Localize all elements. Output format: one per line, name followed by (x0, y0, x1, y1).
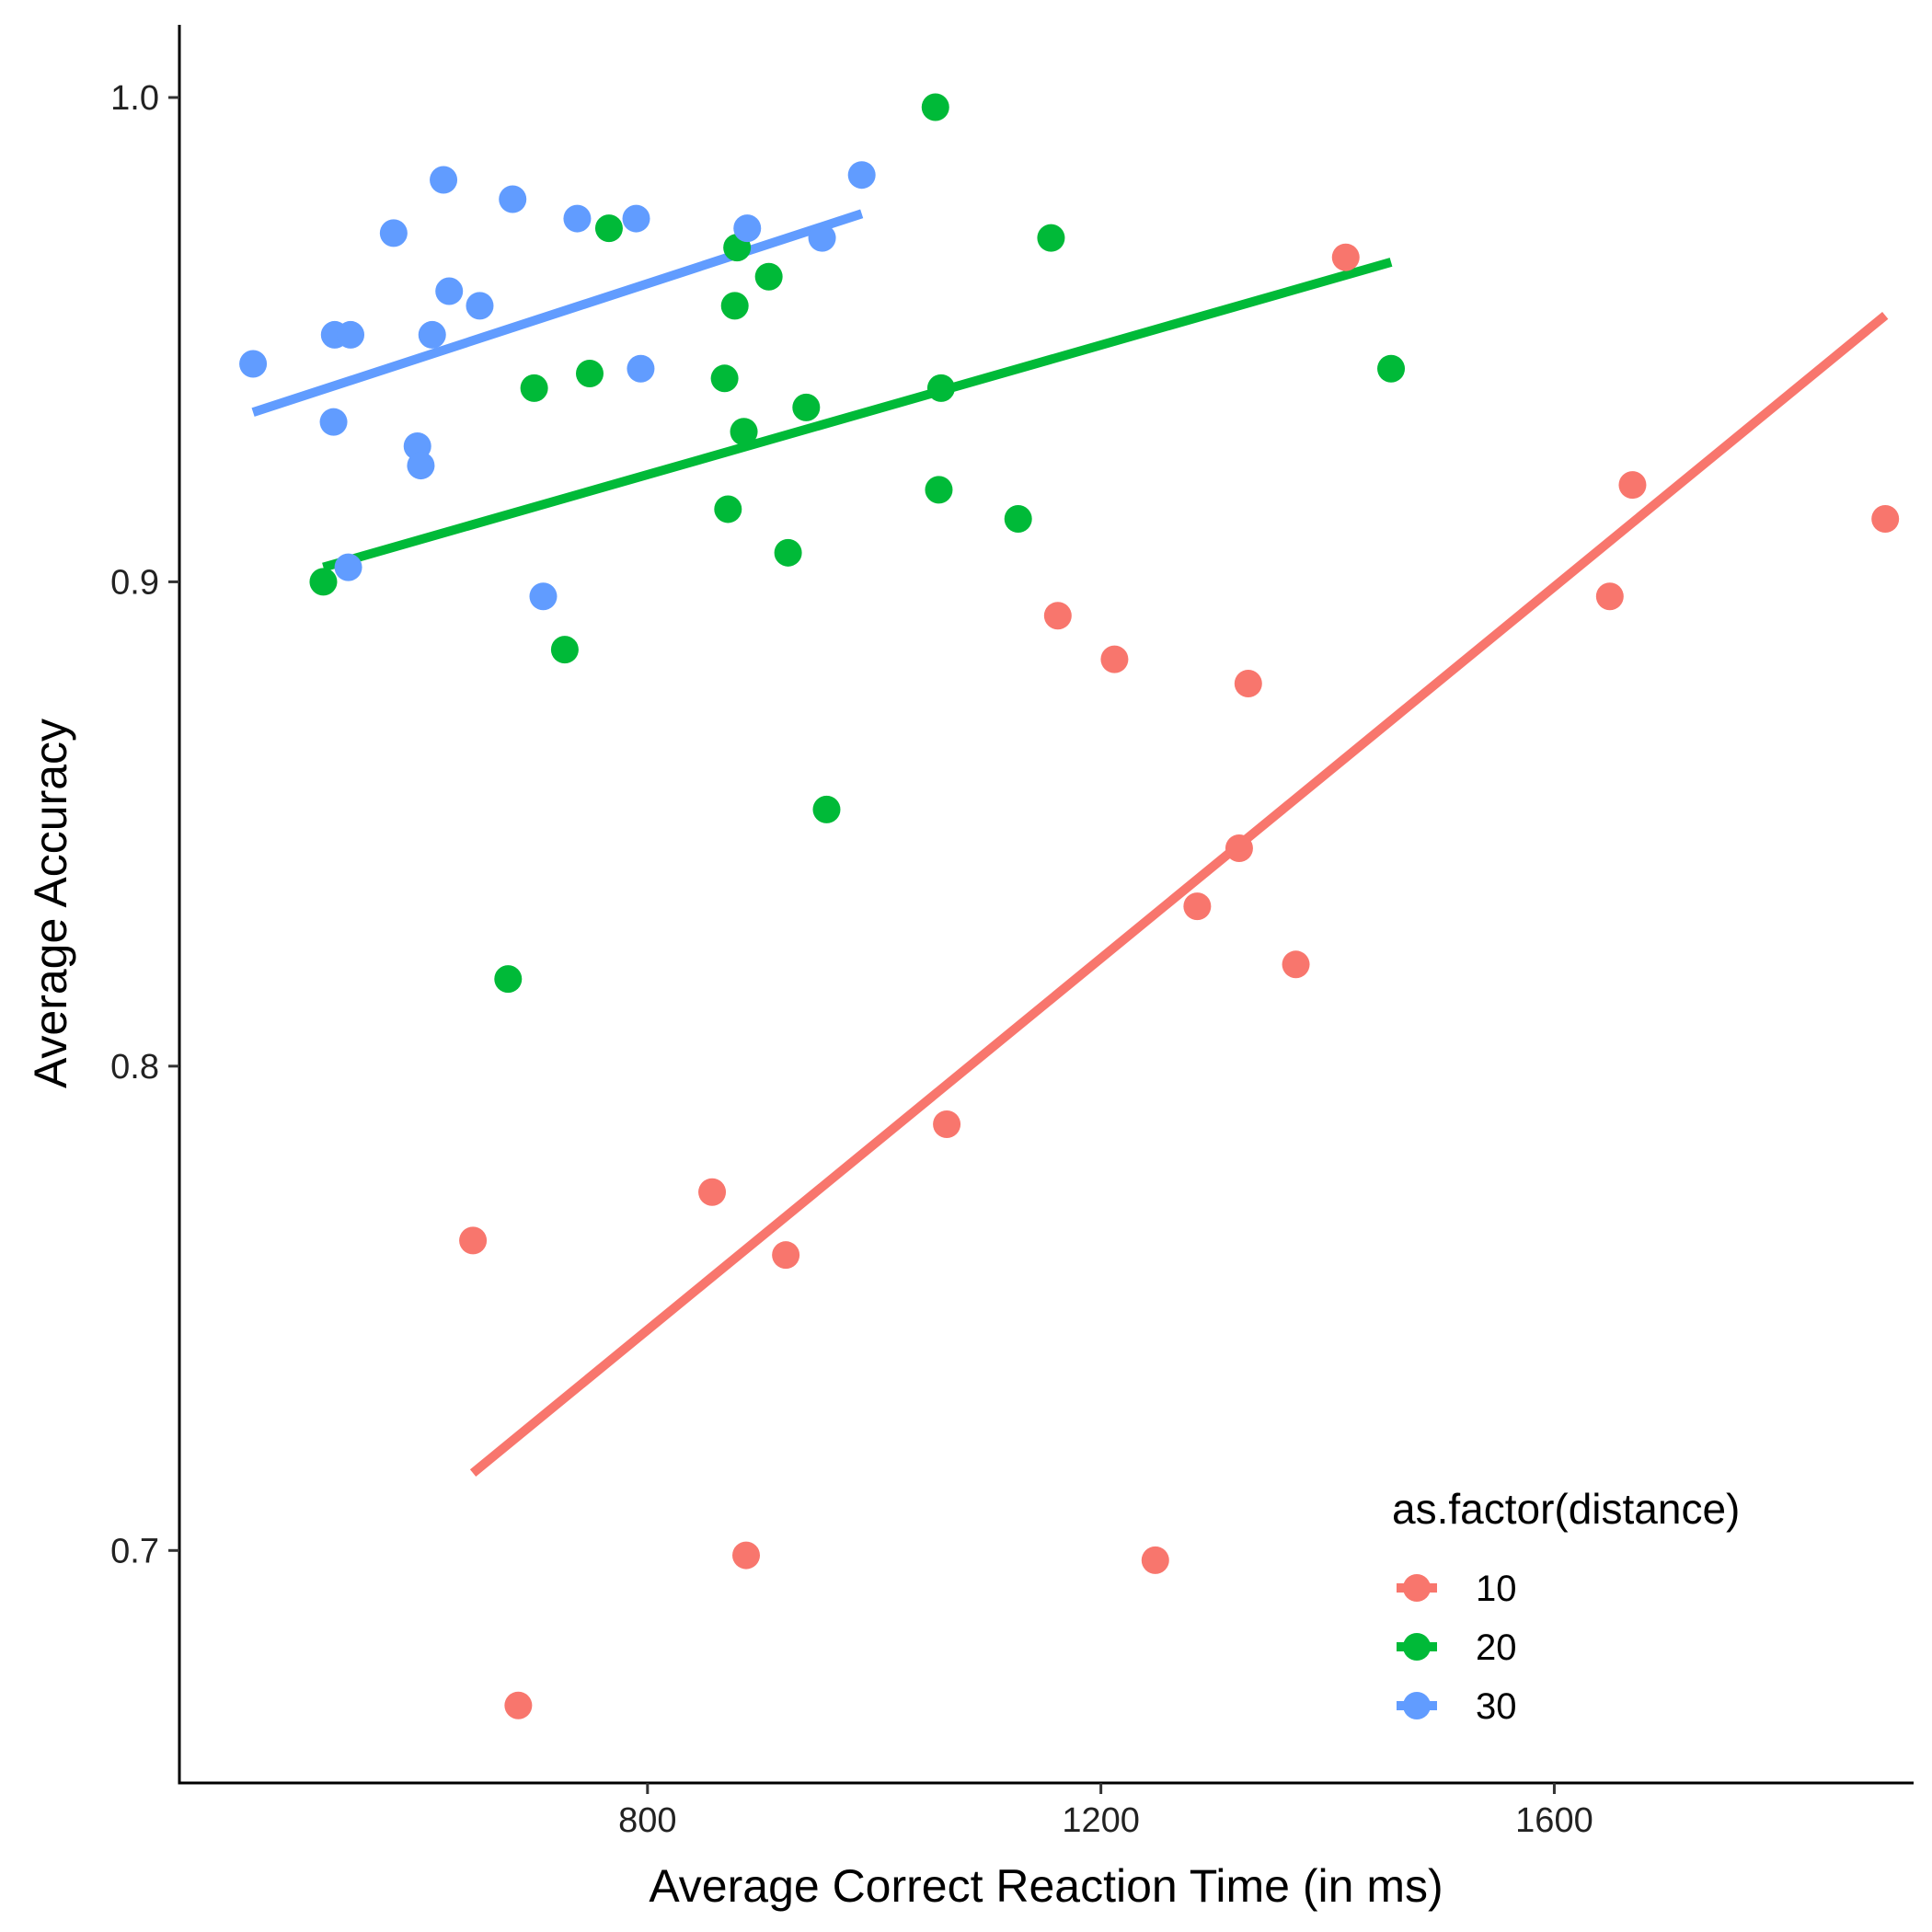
data-point-10-3 (1595, 582, 1624, 611)
data-point-20-9 (926, 374, 955, 402)
data-point-10-14 (732, 1541, 761, 1570)
data-point-10-6 (1234, 669, 1262, 697)
data-point-30-12 (418, 320, 446, 349)
data-point-20-16 (774, 538, 802, 567)
data-point-30-7 (808, 224, 836, 252)
y-tick-label-0.8: 0.8 (110, 1048, 159, 1087)
data-point-10-10 (933, 1110, 961, 1139)
legend-key-point-30 (1403, 1692, 1431, 1719)
legend-title: as.factor(distance) (1392, 1485, 1740, 1533)
data-point-20-12 (730, 418, 758, 446)
data-point-10-13 (772, 1241, 800, 1270)
data-point-30-6 (379, 219, 408, 247)
data-point-30-14 (627, 354, 655, 383)
data-point-20-14 (714, 495, 742, 523)
x-tick-label-800: 800 (618, 1801, 676, 1840)
data-point-20-17 (309, 568, 338, 596)
data-point-30-18 (334, 553, 362, 581)
data-point-20-0 (921, 93, 949, 121)
x-axis-title: Average Correct Reaction Time (in ms) (649, 1860, 1443, 1912)
y-tick-label-0.7: 0.7 (110, 1532, 159, 1570)
legend: as.factor(distance) 10 20 30 (1392, 1485, 1740, 1727)
data-point-30-15 (319, 408, 348, 436)
data-point-30-3 (563, 204, 592, 233)
data-point-20-18 (550, 636, 579, 664)
data-point-30-1 (430, 166, 458, 194)
data-point-10-16 (504, 1691, 533, 1719)
y-axis-title: Average Accuracy (25, 719, 76, 1088)
legend-key-point-20 (1403, 1633, 1431, 1661)
legend-label-30: 30 (1476, 1686, 1517, 1727)
data-point-10-0 (1331, 243, 1360, 271)
data-point-10-5 (1100, 645, 1129, 673)
data-point-20-4 (754, 262, 783, 291)
data-point-30-13 (239, 350, 268, 378)
data-point-20-20 (494, 965, 523, 994)
legend-label-10: 10 (1476, 1569, 1517, 1609)
data-point-30-0 (847, 161, 876, 190)
data-point-20-19 (812, 795, 841, 823)
data-point-20-6 (1377, 354, 1406, 383)
data-point-20-8 (710, 364, 739, 393)
data-point-20-15 (1004, 504, 1032, 533)
data-point-20-10 (520, 374, 548, 402)
data-point-20-13 (925, 476, 953, 504)
data-point-30-11 (337, 320, 365, 349)
fit-line-10 (469, 312, 1889, 1477)
fit-lines (251, 209, 1889, 1477)
fit-line-30 (251, 209, 864, 417)
data-point-10-12 (459, 1226, 488, 1255)
data-points (239, 93, 1900, 1719)
data-point-20-5 (720, 292, 749, 320)
y-tick-label-0.9: 0.9 (110, 563, 159, 602)
y-tick-label-1: 1.0 (110, 79, 159, 118)
data-point-20-1 (1037, 224, 1065, 252)
data-point-10-9 (1282, 950, 1310, 979)
data-point-10-4 (1043, 602, 1072, 630)
fit-line-20 (322, 258, 1393, 572)
data-point-30-19 (529, 582, 558, 611)
x-tick-label-1200: 1200 (1062, 1801, 1140, 1840)
data-point-10-1 (1618, 471, 1647, 500)
legend-items: 10 20 30 (1397, 1569, 1517, 1727)
data-point-20-7 (575, 360, 604, 388)
data-point-30-17 (407, 452, 435, 480)
data-point-10-7 (1225, 834, 1253, 862)
data-point-10-15 (1141, 1546, 1169, 1574)
data-point-30-8 (435, 277, 464, 305)
data-point-30-9 (466, 292, 494, 320)
data-point-10-11 (698, 1178, 727, 1206)
x-tick-label-1600: 1600 (1515, 1801, 1593, 1840)
data-point-10-8 (1183, 892, 1212, 921)
data-point-20-2 (594, 214, 623, 243)
data-point-20-11 (792, 393, 821, 421)
legend-label-20: 20 (1476, 1627, 1517, 1668)
legend-key-point-10 (1403, 1574, 1431, 1602)
data-point-30-5 (733, 214, 762, 243)
data-point-10-2 (1871, 504, 1900, 533)
data-point-30-2 (499, 185, 527, 213)
axis-ticks: 800 1200 1600 0.7 0.8 0.9 1.0 (110, 79, 1593, 1840)
data-point-30-4 (622, 204, 650, 233)
